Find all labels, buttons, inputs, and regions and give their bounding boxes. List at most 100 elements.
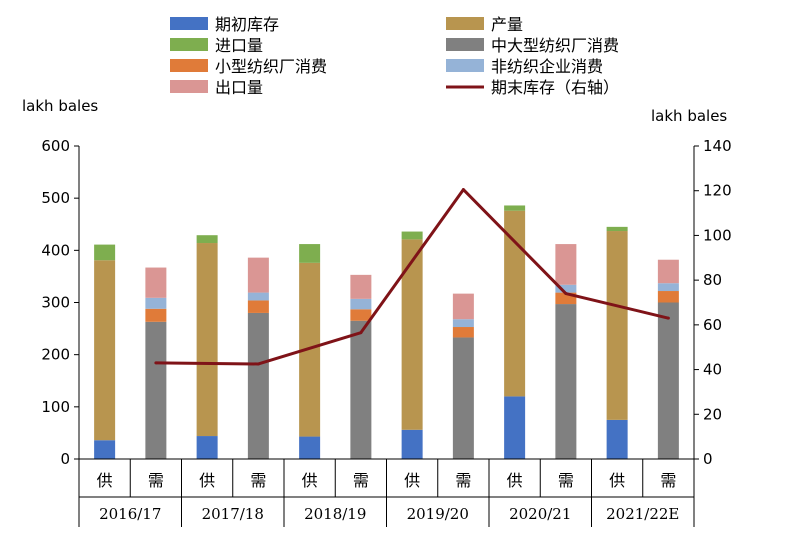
bar-segment bbox=[452, 327, 474, 338]
bar-segment bbox=[196, 436, 218, 459]
bar-segment bbox=[555, 244, 577, 285]
category-label: 供 bbox=[302, 471, 318, 490]
left-tick-label: 0 bbox=[60, 450, 70, 468]
category-label: 需 bbox=[455, 471, 471, 490]
bar-segment bbox=[606, 231, 628, 420]
legend-item: 小型纺织厂消费 bbox=[170, 57, 327, 76]
bar-segment bbox=[350, 298, 372, 310]
legend-item: 期末库存（右轴） bbox=[446, 78, 619, 97]
legend-item: 非纺织企业消费 bbox=[446, 57, 603, 76]
bar-segment bbox=[94, 440, 116, 459]
bar-segment bbox=[401, 239, 423, 430]
category-label: 供 bbox=[507, 471, 523, 490]
bar-segment bbox=[145, 297, 167, 309]
axes-layer: 0 100 200 300 400 500 600 0 20 40 60 80 100 120 140 bbox=[41, 137, 731, 468]
left-tick-label: 300 bbox=[41, 294, 70, 312]
legend-label: 中大型纺织厂消费 bbox=[491, 36, 619, 55]
legend-label: 期初库存 bbox=[215, 15, 279, 34]
legend-swatch bbox=[170, 17, 208, 30]
bar-segment bbox=[299, 244, 321, 263]
bar-segment bbox=[504, 396, 526, 459]
legend-label: 期末库存（右轴） bbox=[491, 78, 619, 97]
group-label: 2021/22E bbox=[606, 505, 679, 523]
legend-swatch bbox=[446, 59, 484, 72]
legend-item: 中大型纺织厂消费 bbox=[446, 36, 619, 55]
bar-segment bbox=[247, 300, 269, 313]
line-point bbox=[461, 188, 465, 192]
group-label: 2019/20 bbox=[407, 505, 469, 523]
bar-segment bbox=[452, 293, 474, 320]
left-axis-unit-label: lakh bales bbox=[22, 97, 98, 115]
bar-segment bbox=[401, 429, 423, 459]
legend-label: 出口量 bbox=[215, 78, 263, 97]
bar-segment bbox=[94, 244, 116, 261]
line-point bbox=[666, 316, 670, 320]
legend-swatch bbox=[446, 17, 484, 30]
bar-segment bbox=[504, 210, 526, 397]
category-label: 供 bbox=[404, 471, 420, 490]
bar-segment bbox=[555, 284, 577, 293]
bar-segment bbox=[299, 436, 321, 459]
legend-label: 小型纺织厂消费 bbox=[215, 57, 327, 76]
bar-segment bbox=[504, 205, 526, 211]
right-tick-label: 80 bbox=[703, 271, 722, 289]
right-tick-label: 40 bbox=[703, 361, 722, 379]
category-label: 供 bbox=[199, 471, 215, 490]
legend-label: 产量 bbox=[491, 15, 523, 34]
line-point bbox=[564, 292, 568, 296]
bar-segment bbox=[247, 312, 269, 459]
bar-segment bbox=[606, 419, 628, 459]
bar-segment bbox=[196, 235, 218, 244]
category-label: 供 bbox=[97, 471, 113, 490]
line-point bbox=[359, 331, 363, 335]
ending-stock-line bbox=[155, 188, 669, 366]
bar-segment bbox=[196, 243, 218, 437]
category-label: 需 bbox=[558, 471, 574, 490]
right-tick-label: 100 bbox=[703, 226, 732, 244]
legend-item: 出口量 bbox=[170, 78, 263, 97]
right-tick-label: 140 bbox=[703, 137, 732, 155]
left-tick-label: 100 bbox=[41, 398, 70, 416]
group-label: 2017/18 bbox=[202, 505, 264, 523]
bar-segment bbox=[247, 257, 269, 293]
bar-segment bbox=[94, 260, 116, 441]
bar-segment bbox=[145, 308, 167, 322]
group-label: 2016/17 bbox=[99, 505, 161, 523]
category-label: 需 bbox=[660, 471, 676, 490]
line-point bbox=[256, 362, 260, 366]
bar-segment bbox=[350, 309, 372, 321]
right-tick-label: 20 bbox=[703, 405, 722, 423]
right-tick-label: 120 bbox=[703, 182, 732, 200]
bars-layer bbox=[94, 205, 679, 459]
bar-segment bbox=[145, 321, 167, 459]
legend-item: 产量 bbox=[446, 15, 523, 34]
left-tick-label: 200 bbox=[41, 346, 70, 364]
legend-item: 期初库存 bbox=[170, 15, 279, 34]
right-axis-unit-label: lakh bales bbox=[651, 107, 727, 125]
legend-swatch bbox=[170, 80, 208, 93]
bar-segment bbox=[350, 274, 372, 299]
bar-segment bbox=[657, 259, 679, 284]
legend-item: 进口量 bbox=[170, 36, 263, 55]
bar-segment bbox=[452, 337, 474, 459]
bar-segment bbox=[555, 304, 577, 459]
bar-segment bbox=[350, 320, 372, 459]
left-tick-label: 500 bbox=[41, 189, 70, 207]
right-tick-label: 0 bbox=[703, 450, 713, 468]
category-label: 需 bbox=[353, 471, 369, 490]
category-label: 供 bbox=[609, 471, 625, 490]
x-axis-labels: 供 需 供 需 供 需 供 需 供 需 供 需 2016/17 2017/18 2018/19 2019/20… bbox=[78, 459, 695, 527]
right-tick-label: 60 bbox=[703, 316, 722, 334]
line-layer bbox=[154, 188, 670, 366]
bar-segment bbox=[145, 267, 167, 298]
bar-segment bbox=[401, 231, 423, 240]
left-tick-label: 600 bbox=[41, 137, 70, 155]
bar-segment bbox=[247, 292, 269, 301]
bar-segment bbox=[452, 319, 474, 328]
legend-swatch bbox=[170, 38, 208, 51]
category-label: 需 bbox=[148, 471, 164, 490]
bar-segment bbox=[555, 292, 577, 305]
group-label: 2018/19 bbox=[304, 505, 366, 523]
